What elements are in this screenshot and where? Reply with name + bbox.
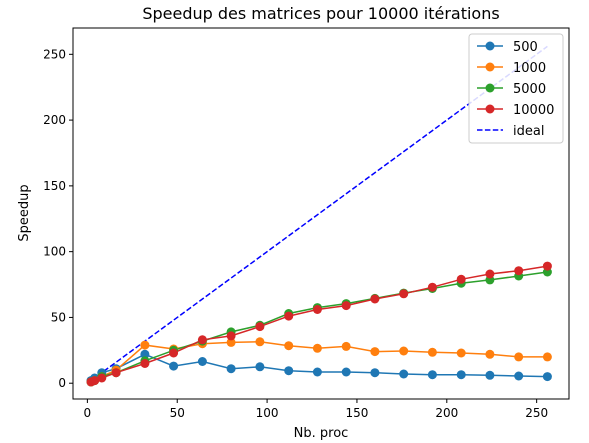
point-1000-160 xyxy=(370,347,380,357)
point-10000-240 xyxy=(514,266,524,276)
legend-label-5000: 5000 xyxy=(513,82,546,97)
legend: 500 1000 5000 10000 ideal xyxy=(468,33,564,144)
x-tick-label-250: 250 xyxy=(525,406,548,420)
point-1000-192 xyxy=(427,347,437,357)
point-1000-112 xyxy=(284,341,294,351)
point-10000-160 xyxy=(370,294,380,304)
point-10000-96 xyxy=(255,322,265,332)
x-tick-label-200: 200 xyxy=(435,406,458,420)
x-tick-label-150: 150 xyxy=(345,406,368,420)
legend-label-10000: 10000 xyxy=(513,103,554,118)
point-500-160 xyxy=(370,368,380,378)
point-10000-80 xyxy=(226,331,236,341)
point-500-128 xyxy=(312,367,322,377)
point-10000-64 xyxy=(197,335,207,345)
point-500-32 xyxy=(140,349,150,359)
point-10000-224 xyxy=(485,269,495,279)
point-500-112 xyxy=(284,366,294,376)
point-500-96 xyxy=(255,362,265,372)
point-10000-48 xyxy=(169,348,179,358)
legend-label-ideal: ideal xyxy=(513,124,544,139)
point-1000-176 xyxy=(399,346,409,356)
legend-label-500: 500 xyxy=(513,40,538,55)
point-500-48 xyxy=(169,361,179,371)
x-tick-label-0: 0 xyxy=(84,406,92,420)
y-tick-label-50: 50 xyxy=(51,310,66,324)
point-10000-16 xyxy=(111,368,121,378)
point-1000-32 xyxy=(140,340,150,350)
point-1000-96 xyxy=(255,337,265,347)
chart-title: Speedup des matrices pour 10000 itératio… xyxy=(142,4,499,23)
y-tick-label-150: 150 xyxy=(43,179,66,193)
point-1000-128 xyxy=(312,343,322,353)
y-tick-label-200: 200 xyxy=(43,113,66,127)
legend-box xyxy=(468,33,564,144)
point-10000-32 xyxy=(140,359,150,368)
point-1000-256 xyxy=(542,352,552,362)
y-axis-ticks: 0 50 100 150 200 250 xyxy=(43,47,73,390)
legend-marker-1000 xyxy=(485,62,495,72)
point-1000-144 xyxy=(341,341,351,351)
point-10000-192 xyxy=(427,282,437,292)
point-500-176 xyxy=(399,369,409,379)
y-tick-label-100: 100 xyxy=(43,245,66,259)
point-10000-112 xyxy=(284,311,294,321)
point-1000-208 xyxy=(456,348,466,358)
legend-marker-10000 xyxy=(485,104,495,114)
point-1000-240 xyxy=(514,352,524,362)
legend-label-1000: 1000 xyxy=(513,61,546,76)
series-markers xyxy=(86,261,552,387)
x-tick-label-50: 50 xyxy=(170,406,185,420)
y-axis-label: Speedup xyxy=(17,184,32,241)
x-axis-ticks: 0 50 100 150 200 250 xyxy=(84,399,548,420)
point-10000-256 xyxy=(542,261,552,271)
point-10000-128 xyxy=(312,305,322,314)
point-500-144 xyxy=(341,367,351,377)
y-tick-label-0: 0 xyxy=(58,376,66,390)
point-1000-80 xyxy=(226,337,236,347)
x-tick-label-100: 100 xyxy=(256,406,279,420)
point-10000-4 xyxy=(90,376,100,386)
y-tick-label-250: 250 xyxy=(43,47,66,61)
point-500-240 xyxy=(514,371,524,381)
plot-frame xyxy=(72,27,570,400)
legend-marker-500 xyxy=(485,41,495,51)
point-10000-176 xyxy=(399,289,409,299)
point-500-224 xyxy=(485,370,495,380)
point-500-208 xyxy=(456,370,466,380)
point-500-80 xyxy=(226,364,236,374)
point-10000-208 xyxy=(456,274,466,284)
x-axis-label: Nb. proc xyxy=(294,426,349,441)
point-10000-144 xyxy=(341,301,351,311)
point-500-192 xyxy=(427,370,437,380)
point-500-64 xyxy=(197,357,207,366)
legend-marker-5000 xyxy=(485,83,495,93)
point-10000-8 xyxy=(97,373,107,383)
point-1000-224 xyxy=(485,349,495,359)
point-500-256 xyxy=(542,372,552,382)
